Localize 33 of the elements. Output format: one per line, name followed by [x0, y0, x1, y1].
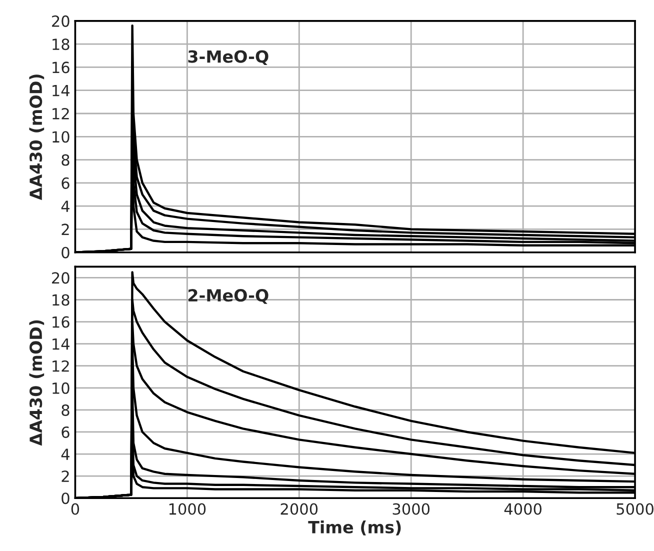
y-axis-title: ΔA430 (mOD) [29, 320, 44, 446]
x-tick-label: 1000 [169, 503, 206, 515]
x-tick-label: 5000 [616, 503, 654, 515]
y-tick-label: 8 [62, 154, 70, 166]
y-tick-label: 4 [61, 448, 70, 460]
y-tick-label: 14 [52, 85, 70, 96]
y-tick-label: 4 [61, 200, 70, 212]
x-tick-label: 2000 [280, 503, 318, 515]
y-tick-label: 10 [52, 131, 70, 143]
y-tick-label: 20 [52, 272, 70, 284]
x-axis-title: Time (ms) [308, 520, 401, 536]
y-tick-label: 2 [62, 470, 69, 482]
y-tick-label: 20 [52, 15, 70, 27]
y-tick-label: 0 [62, 492, 70, 504]
y-tick-label: 16 [52, 316, 70, 328]
y-tick-label: 12 [52, 360, 69, 372]
annotation: 2-MeO-Q [188, 289, 268, 304]
y-tick-label: 6 [62, 177, 70, 189]
y-tick-label: 8 [62, 404, 70, 416]
y-tick-label: 16 [52, 62, 70, 74]
x-tick-label: 4000 [504, 503, 542, 515]
x-tick-label: 3000 [392, 503, 430, 515]
x-tick-label: 0 [71, 503, 80, 515]
y-tick-label: 14 [52, 338, 70, 350]
y-axis-title: ΔA430 (mOD) [29, 74, 44, 200]
y-tick-label: 12 [52, 108, 69, 120]
y-tick-label: 0 [62, 246, 70, 258]
y-tick-label: 10 [52, 382, 70, 394]
y-tick-label: 6 [62, 426, 70, 438]
y-tick-label: 18 [52, 294, 70, 306]
annotation: 3-MeO-Q [188, 50, 268, 66]
y-tick-label: 18 [52, 38, 70, 50]
y-tick-label: 2 [62, 224, 69, 236]
